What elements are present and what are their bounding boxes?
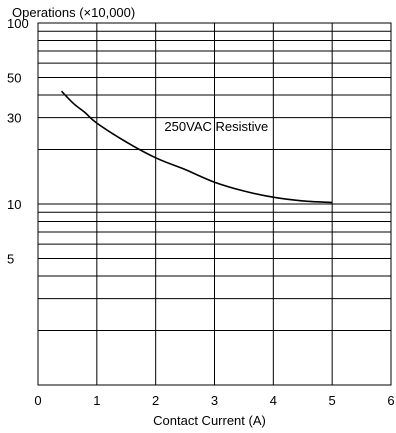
y-tick-5: 5 (7, 251, 14, 266)
y-tick-labels: 100 50 30 10 5 (7, 16, 29, 266)
x-tick-3: 3 (211, 393, 218, 408)
y-axis-label: Operations (×10,000) (12, 5, 135, 20)
y-tick-30: 30 (7, 111, 21, 126)
y-tick-50: 50 (7, 70, 21, 85)
x-tick-1: 1 (93, 393, 100, 408)
x-tick-labels: 0 1 2 3 4 5 6 (34, 393, 394, 408)
x-tick-5: 5 (329, 393, 336, 408)
x-tick-4: 4 (270, 393, 277, 408)
y-tick-10: 10 (7, 197, 21, 212)
series-label-250vac-resistive: 250VAC Resistive (164, 119, 268, 134)
x-axis-label: Contact Current (A) (153, 413, 266, 428)
curves (60, 90, 333, 204)
plot-frame (37, 22, 392, 386)
x-tick-6: 6 (387, 393, 394, 408)
grid (38, 23, 391, 385)
y-tick-100: 100 (7, 16, 29, 31)
x-tick-2: 2 (152, 393, 159, 408)
x-tick-0: 0 (34, 393, 41, 408)
curve-0 (60, 90, 333, 204)
